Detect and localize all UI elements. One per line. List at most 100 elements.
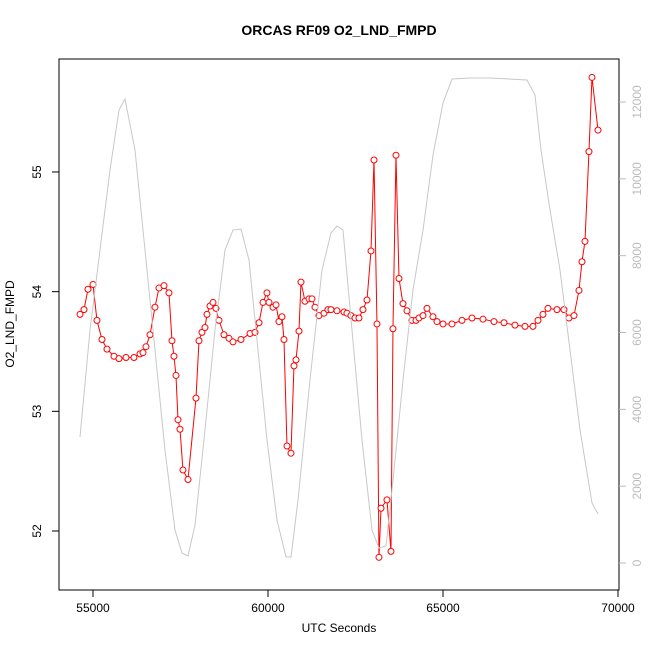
- point: [383, 496, 391, 504]
- point: [263, 289, 271, 297]
- point: [160, 282, 168, 290]
- y2-tick-label: 10000: [630, 162, 644, 196]
- point: [429, 313, 437, 321]
- point: [115, 355, 123, 363]
- point: [201, 324, 209, 332]
- point: [184, 476, 192, 484]
- x-tick-label: 65000: [426, 601, 460, 615]
- point: [387, 547, 395, 555]
- point: [139, 349, 147, 357]
- point: [76, 310, 84, 318]
- point: [297, 278, 305, 286]
- point: [355, 314, 363, 322]
- point: [392, 151, 400, 159]
- point: [287, 449, 295, 457]
- point: [237, 336, 245, 344]
- point: [292, 356, 300, 364]
- point: [146, 331, 154, 339]
- point: [539, 310, 547, 318]
- point: [511, 321, 519, 329]
- point: [570, 312, 578, 320]
- point: [176, 425, 184, 433]
- point: [174, 416, 182, 424]
- point: [479, 315, 487, 323]
- point: [165, 289, 173, 297]
- y2-tick-label: 2000: [630, 472, 644, 499]
- point: [370, 156, 378, 164]
- point: [265, 298, 273, 306]
- y-tick-label: 53: [30, 404, 44, 418]
- y2-tick-label: 4000: [630, 396, 644, 423]
- point: [375, 553, 383, 561]
- point: [403, 307, 411, 315]
- x-axis-label: UTC Seconds: [302, 621, 377, 635]
- point: [98, 336, 106, 344]
- chart-title: ORCAS RF09 O2_LND_FMPD: [241, 22, 436, 38]
- point: [142, 343, 150, 351]
- point: [295, 327, 303, 335]
- point: [578, 258, 586, 266]
- point: [179, 466, 187, 474]
- y2-tick-label: 0: [630, 559, 644, 566]
- point: [377, 504, 385, 512]
- point: [151, 303, 159, 311]
- point: [170, 352, 178, 360]
- point: [172, 371, 180, 379]
- point: [419, 312, 427, 320]
- point: [367, 247, 375, 255]
- point: [130, 353, 138, 361]
- point: [468, 314, 476, 322]
- point: [229, 338, 237, 346]
- point: [594, 126, 602, 134]
- point: [389, 325, 397, 333]
- point: [490, 318, 498, 326]
- y2-tick-label: 8000: [630, 242, 644, 269]
- x-tick-label: 60000: [251, 601, 285, 615]
- point: [373, 320, 381, 328]
- point: [448, 320, 456, 328]
- point: [103, 345, 111, 353]
- point: [553, 306, 561, 314]
- point: [93, 316, 101, 324]
- point: [84, 285, 92, 293]
- y2-tick-label: 6000: [630, 319, 644, 346]
- point: [80, 306, 88, 314]
- point: [251, 328, 259, 336]
- point: [395, 274, 403, 282]
- point: [399, 300, 407, 308]
- point: [423, 304, 431, 312]
- point: [327, 306, 335, 314]
- point: [544, 304, 552, 312]
- y-tick-label: 55: [30, 165, 44, 179]
- point: [198, 328, 206, 336]
- point: [363, 296, 371, 304]
- point: [203, 310, 211, 318]
- point: [209, 298, 217, 306]
- point: [220, 331, 228, 339]
- point: [290, 362, 298, 370]
- x-tick-label: 55000: [76, 601, 110, 615]
- point: [280, 336, 288, 344]
- point: [575, 286, 583, 294]
- point: [458, 316, 466, 324]
- point: [311, 303, 319, 311]
- point: [259, 298, 267, 306]
- point: [255, 319, 263, 327]
- point: [585, 148, 593, 156]
- point: [439, 320, 447, 328]
- point: [359, 306, 367, 314]
- point: [122, 353, 130, 361]
- point: [192, 394, 200, 402]
- point: [272, 301, 280, 309]
- point: [195, 337, 203, 345]
- point: [560, 306, 568, 314]
- point: [168, 337, 176, 345]
- y-axis-label: O2_LND_FMPD: [3, 280, 17, 368]
- plot-frame: [58, 58, 620, 591]
- series-line: [79, 77, 599, 558]
- point: [581, 237, 589, 245]
- point: [529, 322, 537, 330]
- point: [278, 313, 286, 321]
- y2-tick-label: 12000: [630, 85, 644, 119]
